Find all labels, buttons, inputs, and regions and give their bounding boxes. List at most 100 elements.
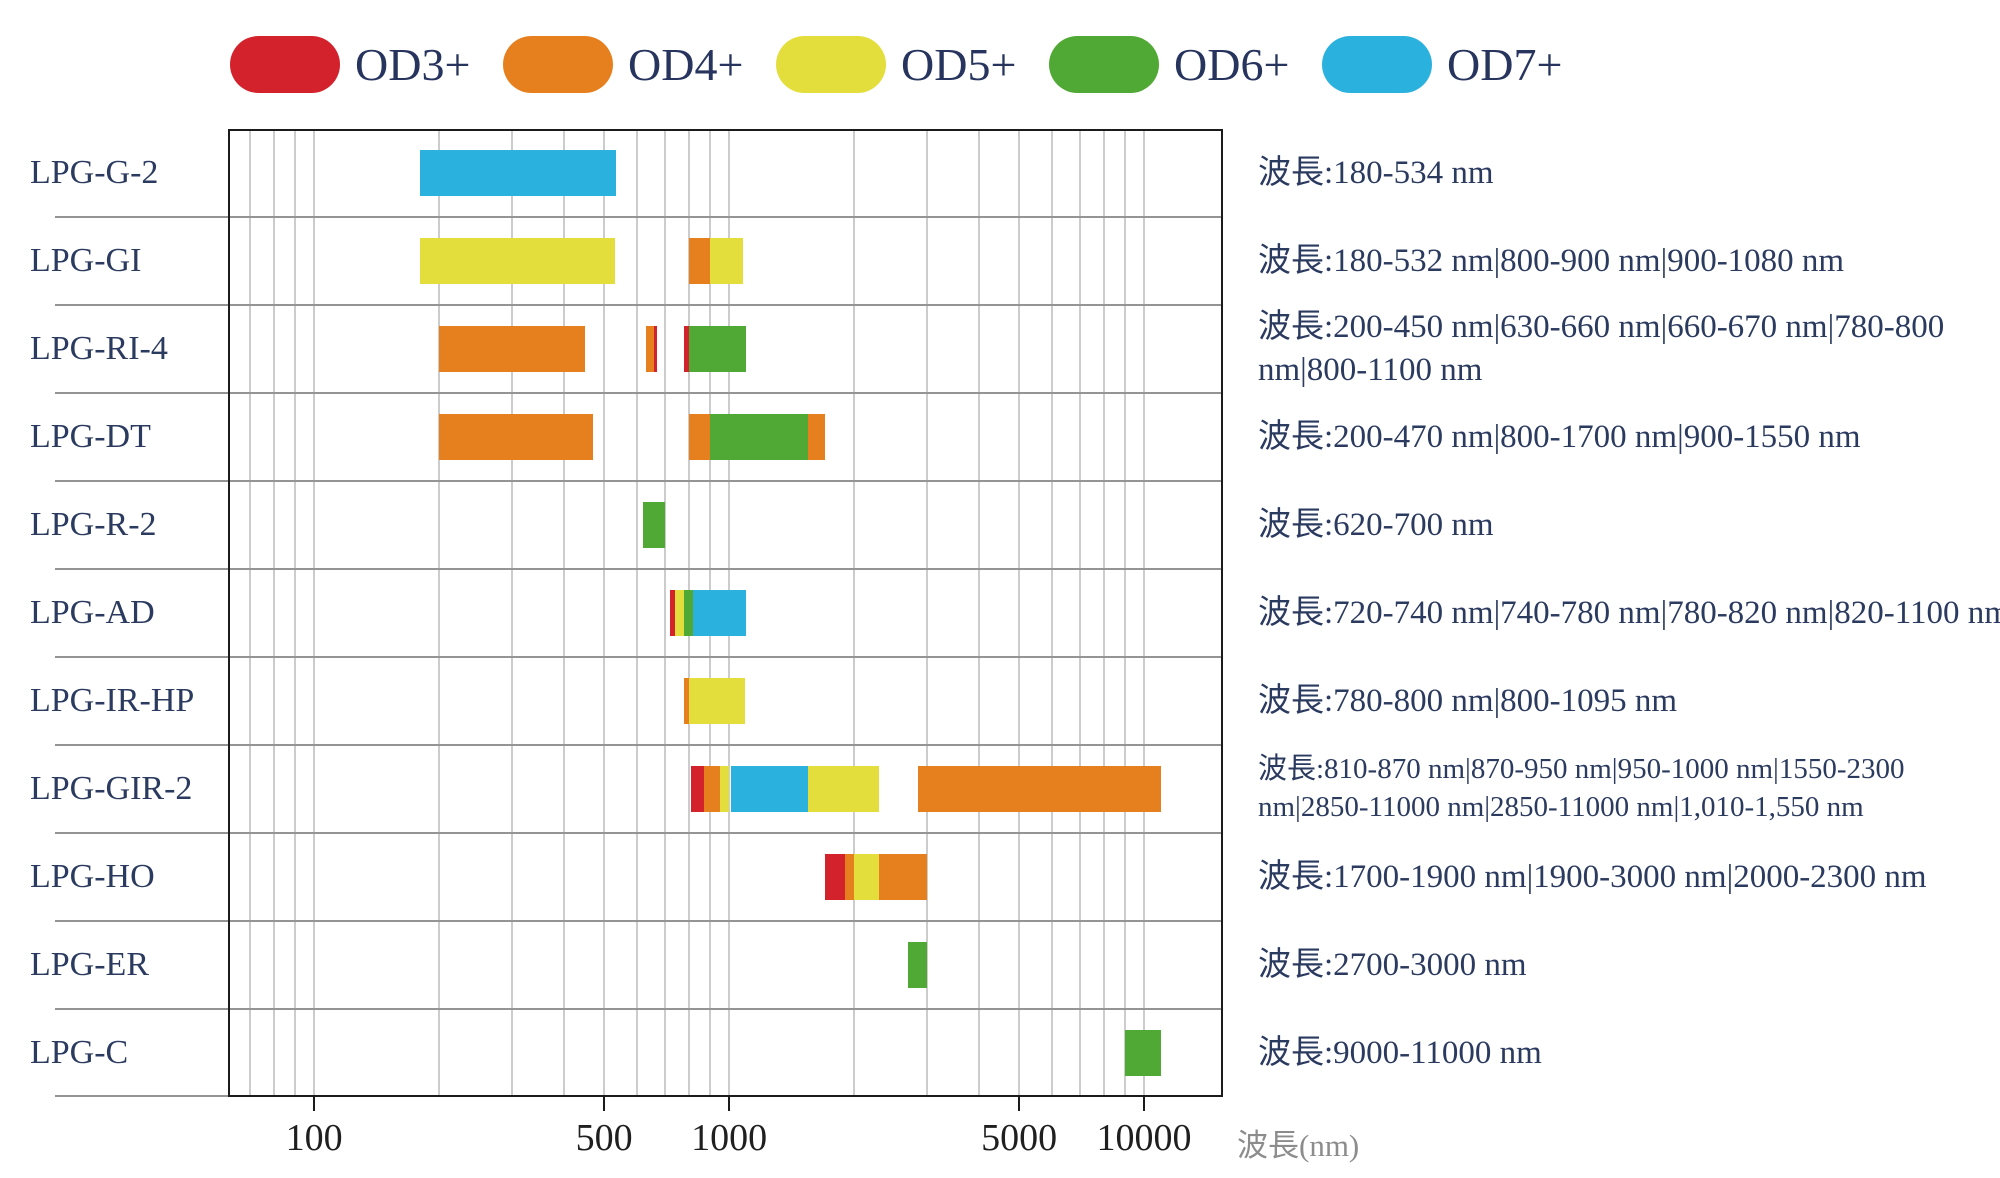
- gridline-80: [272, 129, 275, 1097]
- bar-segment-lpg-r-2-620-700: [642, 502, 665, 548]
- bar-segment-lpg-ad-740-780: [674, 590, 685, 636]
- bar-segment-lpg-ho-1900-2000: [844, 854, 854, 900]
- legend-item-od4-: OD4+: [503, 36, 743, 93]
- legend-item-od3-: OD3+: [230, 36, 470, 93]
- bar-segment-lpg-gir-2-870-950: [703, 766, 720, 812]
- x-tick-1000: [728, 1097, 731, 1111]
- legend-swatch-od5-: [776, 36, 886, 93]
- bar-segment-lpg-ho-2300-3000: [879, 854, 928, 900]
- legend-item-od6-: OD6+: [1049, 36, 1289, 93]
- bar-segment-lpg-ad-820-1100: [693, 590, 747, 636]
- bar-segment-lpg-dt-1550-1700: [808, 414, 825, 460]
- bar-segment-lpg-gir-2-2850-11000: [917, 766, 1162, 812]
- x-tick-label-1000: 1000: [691, 1117, 768, 1159]
- gridline-5000: [1018, 129, 1021, 1097]
- bar-segment-lpg-gir-2-1550-2300: [808, 766, 880, 812]
- row-separator: [55, 216, 1223, 218]
- gridline-700: [663, 129, 666, 1097]
- gridline-7000: [1078, 129, 1081, 1097]
- wavelength-text-lpg-er: 波長:2700-3000 nm: [1258, 921, 2000, 1009]
- x-tick-5000: [1018, 1097, 1021, 1111]
- bar-segment-lpg-ho-1700-1900: [824, 854, 845, 900]
- row-separator-bottom: [55, 1095, 228, 1097]
- wavelength-text-lpg-ir-hp: 波長:780-800 nm|800-1095 nm: [1258, 657, 2000, 745]
- wavelength-text-lpg-g-2: 波長:180-534 nm: [1258, 129, 2000, 217]
- model-label-lpg-er: LPG-ER: [30, 946, 149, 983]
- wavelength-text-lpg-dt: 波長:200-470 nm|800-1700 nm|900-1550 nm: [1258, 393, 2000, 481]
- bar-segment-lpg-ho-2000-2300: [853, 854, 880, 900]
- row-separator: [55, 920, 1223, 922]
- wavelength-text-lpg-r-2: 波長:620-700 nm: [1258, 481, 2000, 569]
- gridline-90: [294, 129, 297, 1097]
- row-separator: [55, 480, 1223, 482]
- bar-segment-lpg-dt-900-1550: [710, 414, 809, 460]
- model-label-lpg-g-2: LPG-G-2: [30, 154, 159, 191]
- bar-segment-lpg-gi-900-1080: [710, 238, 743, 284]
- model-label-lpg-ri-4: LPG-RI-4: [30, 330, 168, 367]
- bar-segment-lpg-gir-2-810-870: [691, 766, 704, 812]
- x-tick-label-100: 100: [285, 1117, 343, 1159]
- wavelength-text-value: 波長:1700-1900 nm|1900-3000 nm|2000-2300 n…: [1258, 858, 1927, 895]
- legend-label-od7-: OD7+: [1447, 39, 1563, 90]
- row-separator: [55, 656, 1223, 658]
- wavelength-text-value: 波長:200-450 nm|630-660 nm|660-670 nm|780-…: [1258, 309, 1945, 388]
- gridline-4000: [977, 129, 980, 1097]
- wavelength-text-value: 波長:9000-11000 nm: [1258, 1034, 1542, 1071]
- gridline-600: [636, 129, 639, 1097]
- bar-segment-lpg-ri-4-660-670: [654, 326, 657, 372]
- row-separator: [55, 304, 1223, 306]
- x-tick-label-10000: 10000: [1096, 1117, 1192, 1159]
- wavelength-text-value: 波長:620-700 nm: [1258, 506, 1494, 543]
- wavelength-text-lpg-gir-2: 波長:810-870 nm|870-950 nm|950-1000 nm|155…: [1258, 745, 1958, 833]
- bar-segment-lpg-gi-800-900: [688, 238, 711, 284]
- wavelength-text-value: 波長:720-740 nm|740-780 nm|780-820 nm|820-…: [1258, 594, 2000, 631]
- legend-swatch-od4-: [503, 36, 613, 93]
- model-label-lpg-gir-2: LPG-GIR-2: [30, 770, 193, 807]
- gridline-6000: [1050, 129, 1053, 1097]
- bar-segment-lpg-gi-180-532: [420, 238, 616, 284]
- bar-segment-lpg-ri-4-630-660: [645, 326, 655, 372]
- wavelength-text-lpg-ad: 波長:720-740 nm|740-780 nm|780-820 nm|820-…: [1258, 569, 2000, 657]
- model-label-lpg-ir-hp: LPG-IR-HP: [30, 682, 195, 719]
- wavelength-text-value: 波長:780-800 nm|800-1095 nm: [1258, 682, 1678, 719]
- wavelength-text-value: 波長:810-870 nm|870-950 nm|950-1000 nm|155…: [1258, 753, 1905, 823]
- gridline-300: [511, 129, 514, 1097]
- legend-item-od5-: OD5+: [776, 36, 1016, 93]
- bar-segment-lpg-ri-4-200-450: [439, 326, 586, 372]
- gridline-200: [438, 129, 441, 1097]
- gridline-9000: [1124, 129, 1127, 1097]
- legend-swatch-od3-: [230, 36, 340, 93]
- bar-segment-lpg-ri-4-800-1100: [688, 326, 747, 372]
- x-tick-500: [603, 1097, 606, 1111]
- model-label-lpg-ho: LPG-HO: [30, 858, 155, 895]
- row-separator: [55, 744, 1223, 746]
- model-label-lpg-gi: LPG-GI: [30, 242, 142, 279]
- legend-label-od6-: OD6+: [1174, 39, 1290, 90]
- x-tick-label-500: 500: [575, 1117, 633, 1159]
- wavelength-text-value: 波長:180-532 nm|800-900 nm|900-1080 nm: [1258, 242, 1845, 279]
- gridline-500: [603, 129, 606, 1097]
- wavelength-text-lpg-gi: 波長:180-532 nm|800-900 nm|900-1080 nm: [1258, 217, 2000, 305]
- bar-segment-lpg-dt-200-470: [439, 414, 594, 460]
- legend-label-od3-: OD3+: [355, 39, 471, 90]
- wavelength-text-lpg-ri-4: 波長:200-450 nm|630-660 nm|660-670 nm|780-…: [1258, 305, 2000, 393]
- row-separator: [55, 392, 1223, 394]
- bar-segment-lpg-gir-2-950-1000: [719, 766, 730, 812]
- bar-segment-lpg-ri-4-780-800: [684, 326, 689, 372]
- x-axis-unit-label: 波長(nm): [1237, 1128, 1360, 1163]
- legend-swatch-od6-: [1049, 36, 1159, 93]
- wavelength-text-value: 波長:200-470 nm|800-1700 nm|900-1550 nm: [1258, 418, 1861, 455]
- bar-segment-lpg-ir-hp-780-800: [684, 678, 689, 724]
- row-separator: [55, 1008, 1223, 1010]
- gridline-8000: [1102, 129, 1105, 1097]
- x-tick-label-5000: 5000: [981, 1117, 1058, 1159]
- legend-label-od4-: OD4+: [628, 39, 744, 90]
- gridline-70: [248, 129, 251, 1097]
- bar-segment-lpg-c-9000-11000: [1125, 1030, 1162, 1076]
- x-tick-100: [313, 1097, 316, 1111]
- wavelength-text-value: 波長:180-534 nm: [1258, 154, 1494, 191]
- bar-segment-lpg-dt-800-900: [688, 414, 711, 460]
- bar-segment-lpg-ad-780-820: [684, 590, 694, 636]
- wavelength-text-lpg-ho: 波長:1700-1900 nm|1900-3000 nm|2000-2300 n…: [1258, 833, 2000, 921]
